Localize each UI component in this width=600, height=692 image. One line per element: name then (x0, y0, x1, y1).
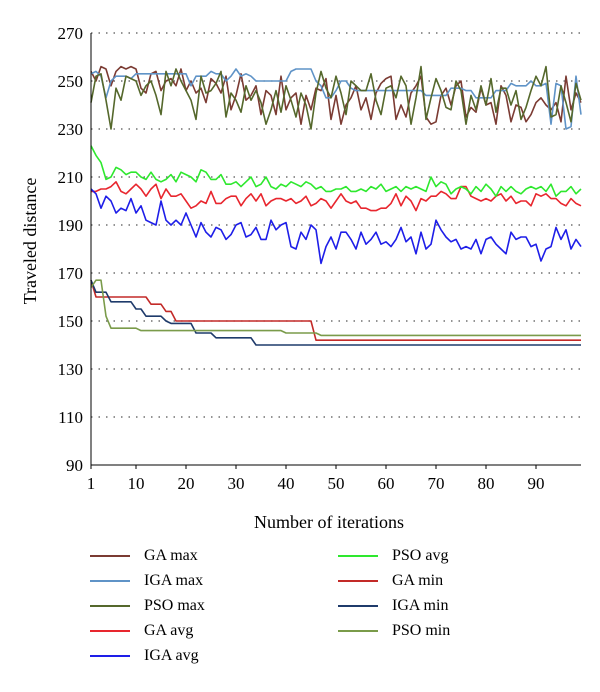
y-tick-label: 150 (58, 312, 84, 331)
legend: GA max IGA max PSO max GA avg IGA avg PS… (60, 540, 580, 680)
y-tick-labels: 90 110 130 150 170 190 210 230 250 270 (58, 24, 84, 475)
series-line-ga-min (90, 279, 581, 342)
x-tick-label: 70 (428, 474, 445, 493)
legend-swatch (90, 655, 130, 657)
series-line-ga-avg (91, 181, 582, 212)
x-tick-label: 10 (128, 474, 145, 493)
legend-swatch (90, 555, 130, 557)
legend-label: GA avg (144, 622, 194, 639)
x-tick-label: 50 (328, 474, 345, 493)
legend-item-pso-min: PSO min (338, 619, 450, 643)
legend-swatch (338, 580, 378, 582)
x-tick-label: 40 (278, 474, 295, 493)
legend-label: PSO min (392, 622, 451, 639)
series-line-pso-max (90, 65, 582, 130)
x-axis-label: Number of iterations (254, 512, 404, 532)
legend-label: GA max (144, 547, 198, 564)
legend-item-iga-max: IGA max (90, 569, 203, 593)
legend-label: IGA min (392, 597, 449, 614)
legend-label: GA min (392, 572, 444, 589)
legend-item-iga-min: IGA min (338, 594, 448, 618)
legend-item-iga-avg: IGA avg (90, 644, 199, 668)
legend-label: IGA max (144, 572, 204, 589)
legend-label: PSO avg (392, 547, 449, 564)
x-tick-label: 80 (478, 474, 495, 493)
legend-item-ga-min: GA min (338, 569, 443, 593)
y-tick-label: 190 (58, 216, 84, 235)
y-tick-label: 170 (58, 264, 84, 283)
y-tick-label: 230 (58, 120, 84, 139)
y-tick-label: 90 (66, 456, 83, 475)
legend-swatch (90, 580, 130, 582)
legend-item-pso-max: PSO max (90, 594, 205, 618)
legend-swatch (338, 605, 378, 607)
legend-swatch (90, 630, 130, 632)
legend-swatch (338, 630, 378, 632)
series-line-pso-min (90, 279, 581, 337)
x-tick-label: 60 (378, 474, 395, 493)
x-tick-labels: 1 10 20 30 40 50 60 70 80 90 (87, 474, 545, 493)
series-lines (90, 65, 582, 346)
x-tick-label: 90 (528, 474, 545, 493)
series-line-pso-avg (90, 145, 582, 197)
y-tick-label: 250 (58, 72, 84, 91)
legend-swatch (90, 605, 130, 607)
y-tick-label: 130 (58, 360, 84, 379)
x-tick-label: 30 (228, 474, 245, 493)
series-line-iga-min (90, 279, 581, 346)
legend-label: IGA avg (144, 647, 199, 664)
legend-label: PSO max (144, 597, 205, 614)
legend-item-ga-max: GA max (90, 544, 198, 568)
y-axis-label: Traveled distance (20, 178, 40, 305)
series-line-iga-avg (90, 188, 582, 265)
legend-item-pso-avg: PSO avg (338, 544, 448, 568)
x-tick-label: 1 (87, 474, 96, 493)
axes (90, 33, 581, 469)
legend-item-ga-avg: GA avg (90, 619, 193, 643)
y-tick-label: 210 (58, 168, 84, 187)
x-tick-label: 20 (178, 474, 195, 493)
legend-swatch (338, 555, 378, 557)
y-tick-label: 270 (58, 24, 84, 43)
y-tick-label: 110 (58, 408, 83, 427)
series-line-iga-max (90, 68, 582, 130)
